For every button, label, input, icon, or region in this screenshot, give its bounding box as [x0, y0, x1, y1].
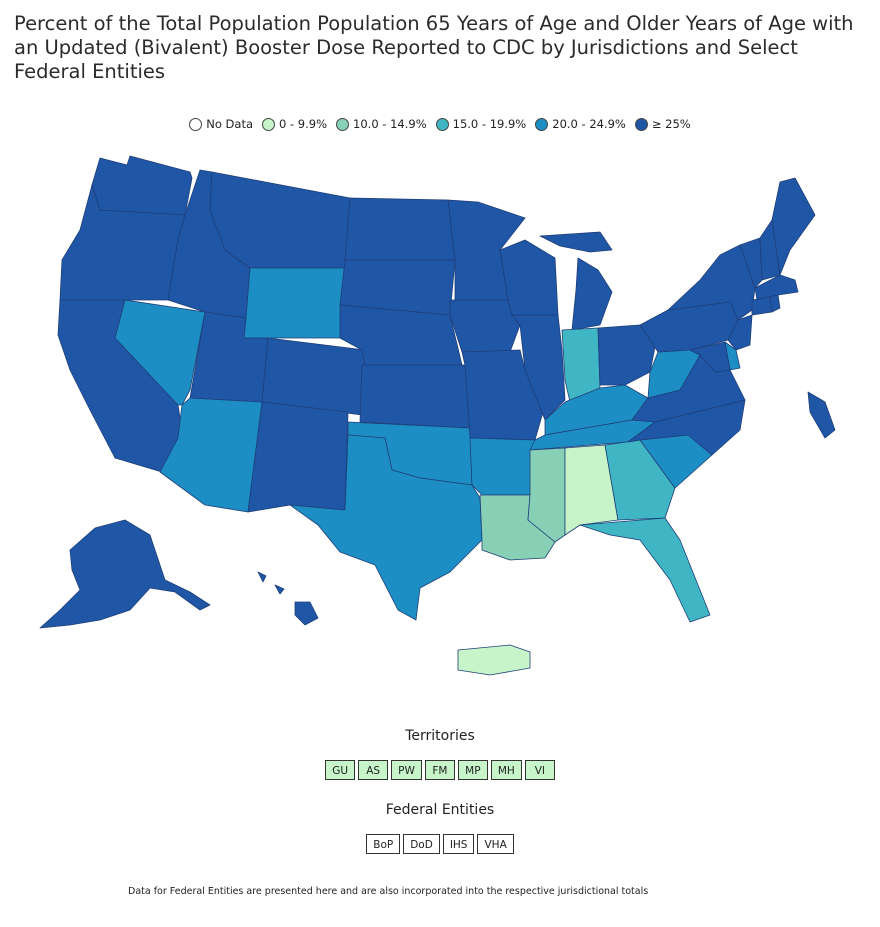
- legend-item-25-plus[interactable]: ≥ 25%: [634, 117, 691, 131]
- legend-label: 0 - 9.9%: [279, 117, 328, 131]
- legend-item-20-24[interactable]: 20.0 - 24.9%: [535, 117, 626, 131]
- territories-row: GU AS PW FM MP MH VI: [0, 760, 880, 780]
- state-mo[interactable]: [461, 349, 546, 441]
- state-me[interactable]: [771, 177, 816, 276]
- legend-label: 10.0 - 14.9%: [353, 117, 427, 131]
- state-ct[interactable]: [751, 296, 773, 316]
- federal-vha[interactable]: VHA: [477, 834, 514, 854]
- state-ak[interactable]: [39, 519, 211, 629]
- legend-swatch: [634, 117, 648, 131]
- territory-mh[interactable]: MH: [490, 760, 522, 780]
- legend-label: 20.0 - 24.9%: [552, 117, 626, 131]
- state-fl[interactable]: [579, 517, 711, 623]
- territory-vi[interactable]: VI: [524, 760, 555, 780]
- federal-entities-heading: Federal Entities: [385, 802, 495, 818]
- federal-entities-row: BoP DoD IHS VHA: [0, 834, 880, 854]
- legend: No Data 0 - 9.9% 10.0 - 14.9% 15.0 - 19.…: [0, 117, 880, 131]
- legend-item-10-14[interactable]: 10.0 - 14.9%: [336, 117, 427, 131]
- federal-ihs[interactable]: IHS: [442, 834, 475, 854]
- chart-title: Percent of the Total Population Populati…: [14, 12, 854, 83]
- state-wa[interactable]: [91, 155, 193, 216]
- state-nyc[interactable]: [807, 391, 836, 439]
- state-tx[interactable]: [289, 434, 483, 621]
- state-wi[interactable]: [499, 239, 559, 316]
- state-nm[interactable]: [247, 401, 349, 513]
- territory-as[interactable]: AS: [358, 760, 389, 780]
- legend-swatch: [535, 117, 549, 131]
- state-ri[interactable]: [769, 294, 781, 313]
- legend-label: ≥ 25%: [651, 117, 691, 131]
- legend-item-no-data[interactable]: No Data: [189, 117, 253, 131]
- lake-michigan: [556, 255, 576, 338]
- legend-label: No Data: [206, 117, 254, 131]
- state-md[interactable]: [689, 341, 731, 373]
- us-choropleth-map: [39, 155, 836, 676]
- legend-swatch: [262, 117, 276, 131]
- state-mt[interactable]: [209, 171, 351, 269]
- federal-dod[interactable]: DoD: [403, 834, 440, 854]
- state-ks[interactable]: [359, 364, 471, 429]
- legend-label: 15.0 - 19.9%: [452, 117, 527, 131]
- legend-swatch: [189, 117, 203, 131]
- territory-fm[interactable]: FM: [424, 760, 455, 780]
- territories-heading: Territories: [405, 728, 475, 744]
- territory-pw[interactable]: PW: [391, 760, 422, 780]
- state-nd[interactable]: [344, 197, 456, 261]
- state-al[interactable]: [564, 444, 619, 536]
- territory-gu[interactable]: GU: [325, 760, 356, 780]
- footnote: Data for Federal Entities are presented …: [128, 886, 649, 897]
- legend-swatch: [336, 117, 350, 131]
- territory-mp[interactable]: MP: [457, 760, 488, 780]
- state-ia[interactable]: [449, 299, 521, 353]
- state-il[interactable]: [511, 314, 566, 421]
- legend-item-0-9[interactable]: 0 - 9.9%: [262, 117, 327, 131]
- state-pr[interactable]: [457, 644, 531, 676]
- federal-bop[interactable]: BoP: [366, 834, 401, 854]
- state-hi[interactable]: [257, 571, 319, 626]
- state-ar[interactable]: [469, 437, 536, 496]
- state-wy[interactable]: [243, 267, 346, 339]
- legend-swatch: [435, 117, 449, 131]
- legend-item-15-19[interactable]: 15.0 - 19.9%: [435, 117, 527, 131]
- state-mi[interactable]: [539, 231, 613, 331]
- state-nj[interactable]: [727, 314, 753, 351]
